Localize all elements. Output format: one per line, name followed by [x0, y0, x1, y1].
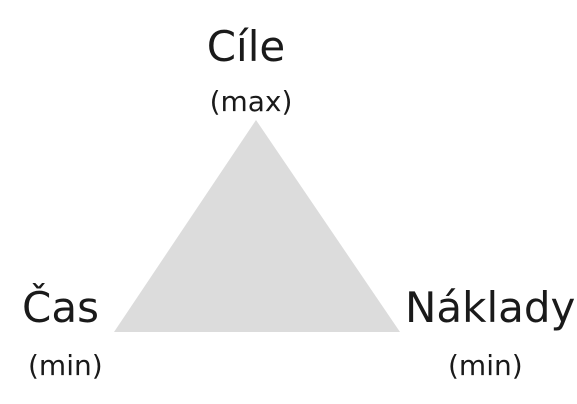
top-vertex-qualifier: (max): [209, 85, 293, 118]
top-vertex-title: Cíle: [206, 22, 286, 71]
right-vertex-qualifier: (min): [448, 349, 523, 382]
left-vertex-title: Čas: [22, 283, 99, 332]
right-vertex-title: Náklady: [405, 283, 576, 332]
left-vertex-qualifier: (min): [28, 349, 103, 382]
triangle-fill: [114, 120, 400, 332]
